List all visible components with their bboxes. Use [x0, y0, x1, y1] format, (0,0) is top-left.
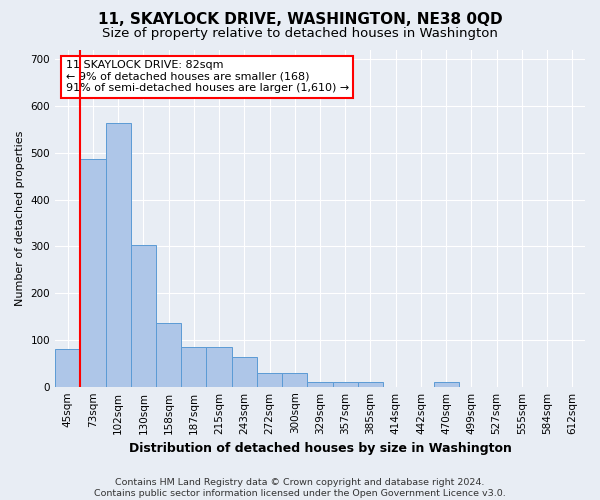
Bar — [257, 372, 282, 386]
Bar — [232, 357, 257, 386]
X-axis label: Distribution of detached houses by size in Washington: Distribution of detached houses by size … — [128, 442, 511, 455]
Bar — [307, 382, 332, 386]
Bar — [282, 372, 307, 386]
Text: 11 SKAYLOCK DRIVE: 82sqm
← 9% of detached houses are smaller (168)
91% of semi-d: 11 SKAYLOCK DRIVE: 82sqm ← 9% of detache… — [65, 60, 349, 94]
Bar — [80, 159, 106, 386]
Bar — [181, 347, 206, 387]
Text: Contains HM Land Registry data © Crown copyright and database right 2024.
Contai: Contains HM Land Registry data © Crown c… — [94, 478, 506, 498]
Bar — [358, 382, 383, 386]
Bar — [55, 350, 80, 387]
Bar — [106, 124, 131, 386]
Bar — [206, 347, 232, 387]
Bar — [156, 322, 181, 386]
Bar — [332, 382, 358, 386]
Y-axis label: Number of detached properties: Number of detached properties — [15, 130, 25, 306]
Bar — [131, 245, 156, 386]
Text: 11, SKAYLOCK DRIVE, WASHINGTON, NE38 0QD: 11, SKAYLOCK DRIVE, WASHINGTON, NE38 0QD — [98, 12, 502, 28]
Text: Size of property relative to detached houses in Washington: Size of property relative to detached ho… — [102, 28, 498, 40]
Bar — [434, 382, 459, 386]
